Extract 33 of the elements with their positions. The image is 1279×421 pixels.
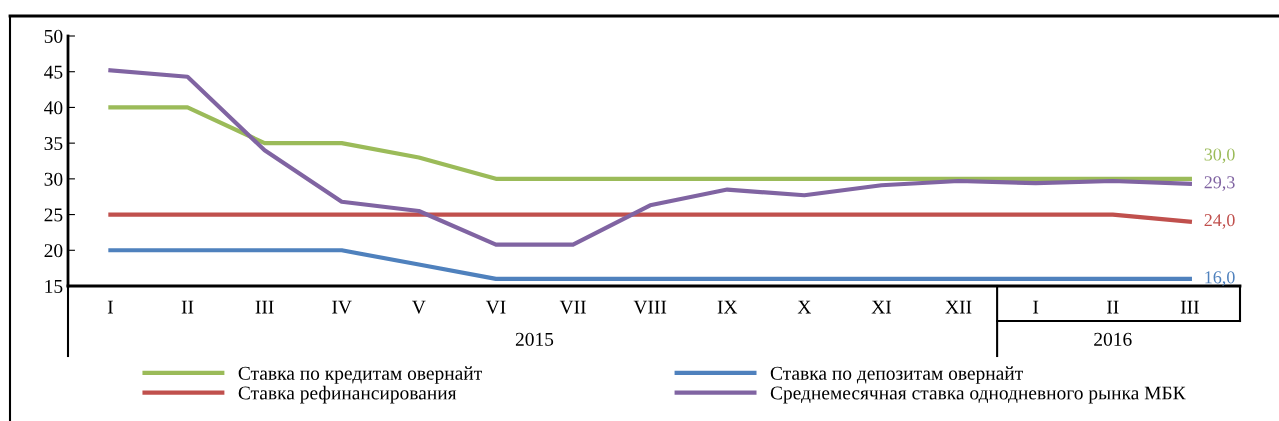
y-tick-label: 30 (44, 172, 63, 186)
x-tick-label: IV (332, 300, 352, 314)
y-tick-label: 45 (44, 65, 63, 79)
y-tick-label: 50 (44, 29, 63, 43)
text: 2016 (1094, 332, 1132, 346)
x-tick-label: III (1180, 300, 1199, 314)
y-tick-label: 25 (44, 208, 63, 222)
text: 2015 (515, 332, 554, 346)
y-tick-label: 35 (44, 137, 63, 151)
x-tick-label: V (412, 300, 426, 314)
legend-label: Среднемесячная ставка однодневного рынка МБК (770, 386, 1186, 404)
x-tick-label: VIII (633, 300, 667, 314)
x-tick-label: IX (717, 300, 738, 314)
x-tick-label: I (107, 300, 113, 314)
data-label: 16,0 (1205, 271, 1235, 286)
x-tick-label: XI (871, 300, 892, 314)
x-tick-label: VII (559, 300, 586, 314)
x-tick-label: II (181, 300, 194, 314)
x-tick-label: VI (485, 300, 506, 314)
legend-label: Ставка по депозитам овернайт (770, 366, 1023, 384)
legend-label: Ставка по кредитам овернайт (238, 366, 482, 384)
data-label: 29,3 (1204, 176, 1235, 191)
data-label: 24,0 (1204, 214, 1235, 229)
x-tick-label: II (1107, 300, 1119, 314)
y-tick-label: 15 (45, 279, 63, 293)
x-tick-label: XII (945, 300, 972, 314)
x-tick-label: X (797, 300, 812, 314)
x-tick-label: III (255, 300, 274, 314)
x-tick-label: I (1033, 300, 1039, 314)
y-tick-label: 20 (44, 244, 63, 258)
y-tick-label: 40 (44, 101, 63, 115)
data-label: 30,0 (1204, 148, 1235, 164)
legend-label: Ставка рефинансирования (238, 385, 457, 404)
